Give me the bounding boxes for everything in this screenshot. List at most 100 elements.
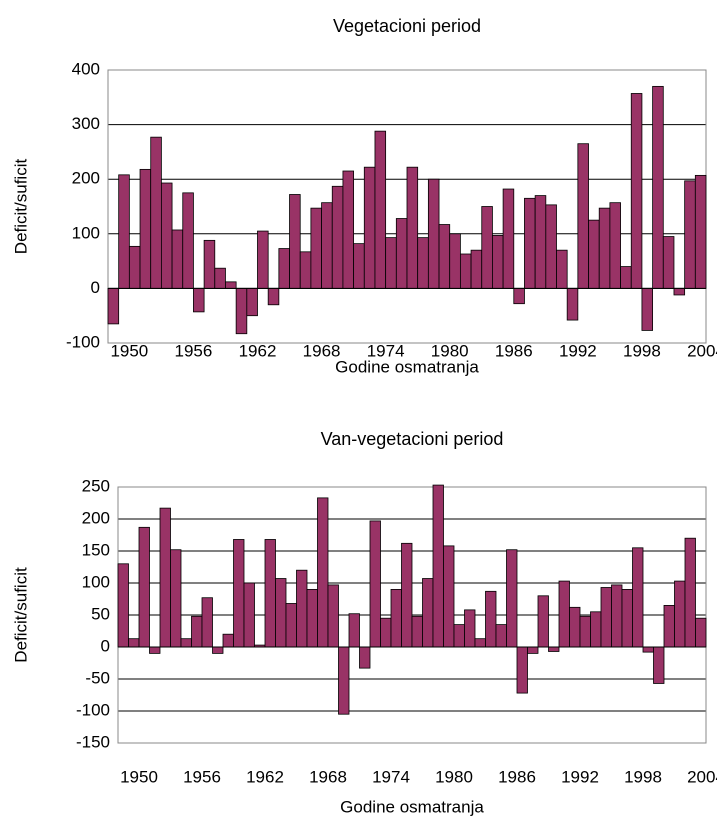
bar — [321, 202, 333, 289]
y-tick-label: 150 — [82, 540, 110, 559]
x-tick-label: 1950 — [110, 341, 148, 360]
y-tick-label: 200 — [82, 508, 110, 527]
bar — [380, 617, 392, 648]
bar — [694, 174, 707, 289]
bar — [566, 287, 579, 321]
x-tick-label: 1962 — [239, 341, 277, 360]
bar — [695, 617, 707, 648]
bar — [331, 185, 344, 289]
y-tick-label: 400 — [72, 59, 100, 78]
bar — [212, 646, 224, 654]
bar — [338, 646, 350, 715]
bar — [306, 589, 318, 648]
bar — [327, 584, 339, 648]
y-axis-label: Deficit/suficit — [11, 159, 30, 255]
bar — [632, 547, 644, 648]
bar — [390, 589, 402, 648]
bar — [150, 136, 162, 289]
bar — [611, 584, 623, 648]
bar — [513, 287, 525, 305]
x-tick-label: 1956 — [175, 341, 213, 360]
bar — [275, 578, 287, 648]
bar — [598, 207, 611, 289]
bar — [348, 613, 360, 648]
bar — [342, 170, 355, 289]
y-tick-label: 50 — [91, 604, 110, 623]
bar — [310, 207, 322, 289]
x-tick-label: 1992 — [561, 767, 599, 786]
bar — [630, 93, 643, 289]
bar — [474, 638, 486, 648]
bar — [191, 615, 203, 648]
x-tick-label: 1968 — [309, 767, 347, 786]
bar — [222, 633, 234, 648]
chart-title: Vegetacioni period — [333, 16, 481, 36]
bar — [267, 287, 280, 306]
bar — [278, 248, 290, 289]
bar — [406, 166, 419, 289]
bar — [524, 197, 536, 289]
bar — [417, 237, 429, 289]
bar — [558, 580, 570, 648]
bar — [353, 243, 365, 289]
bar — [453, 624, 465, 648]
chart-title: Van-vegetacioni period — [321, 429, 504, 449]
bar — [577, 143, 589, 289]
bar — [684, 180, 696, 289]
bar — [527, 646, 539, 654]
bar — [502, 188, 515, 289]
bar — [556, 249, 568, 289]
bar — [296, 569, 308, 648]
bar — [642, 646, 654, 653]
bar — [264, 539, 276, 648]
bar — [159, 507, 171, 648]
y-tick-label: 100 — [72, 223, 100, 242]
x-tick-label: 1974 — [367, 341, 405, 360]
bar — [516, 646, 528, 694]
x-axis-label: Godine osmatranja — [340, 797, 484, 816]
y-axis-label: Deficit/suficit — [11, 567, 30, 663]
bar — [170, 549, 182, 648]
x-tick-label: 1968 — [303, 341, 341, 360]
bar — [545, 204, 557, 289]
y-tick-label: -150 — [76, 732, 110, 751]
bar — [432, 484, 444, 648]
bar — [401, 542, 413, 648]
bar — [180, 638, 192, 648]
x-tick-label: 1986 — [498, 767, 536, 786]
y-tick-label: -100 — [66, 332, 100, 351]
bar — [160, 182, 173, 289]
y-tick-label: 300 — [72, 114, 100, 133]
bar — [673, 287, 686, 296]
x-tick-label: 1992 — [559, 341, 597, 360]
bar — [138, 526, 150, 648]
bar — [201, 597, 213, 648]
x-tick-label: 1950 — [120, 767, 158, 786]
bar — [193, 287, 205, 313]
bar — [214, 267, 226, 289]
bar — [481, 206, 493, 289]
x-axis-label: Godine osmatranja — [335, 357, 479, 376]
bar — [548, 646, 560, 652]
x-tick-label: 1980 — [435, 767, 473, 786]
bar — [653, 646, 665, 684]
bar — [579, 615, 591, 648]
bar — [317, 497, 329, 648]
x-tick-label: 1962 — [246, 767, 284, 786]
bar — [590, 611, 602, 648]
x-tick-label: 2004 — [687, 341, 717, 360]
bar — [674, 580, 686, 648]
bar — [459, 253, 472, 289]
x-tick-label: 1998 — [624, 767, 662, 786]
y-tick-label: -100 — [76, 700, 110, 719]
bar — [171, 229, 184, 289]
bar — [411, 615, 423, 648]
bar — [464, 609, 476, 648]
x-tick-label: 1980 — [431, 341, 469, 360]
x-tick-label: 2004 — [687, 767, 717, 786]
y-tick-label: -50 — [85, 668, 110, 687]
bar — [385, 237, 397, 289]
bar — [128, 638, 140, 648]
bar — [662, 236, 675, 289]
